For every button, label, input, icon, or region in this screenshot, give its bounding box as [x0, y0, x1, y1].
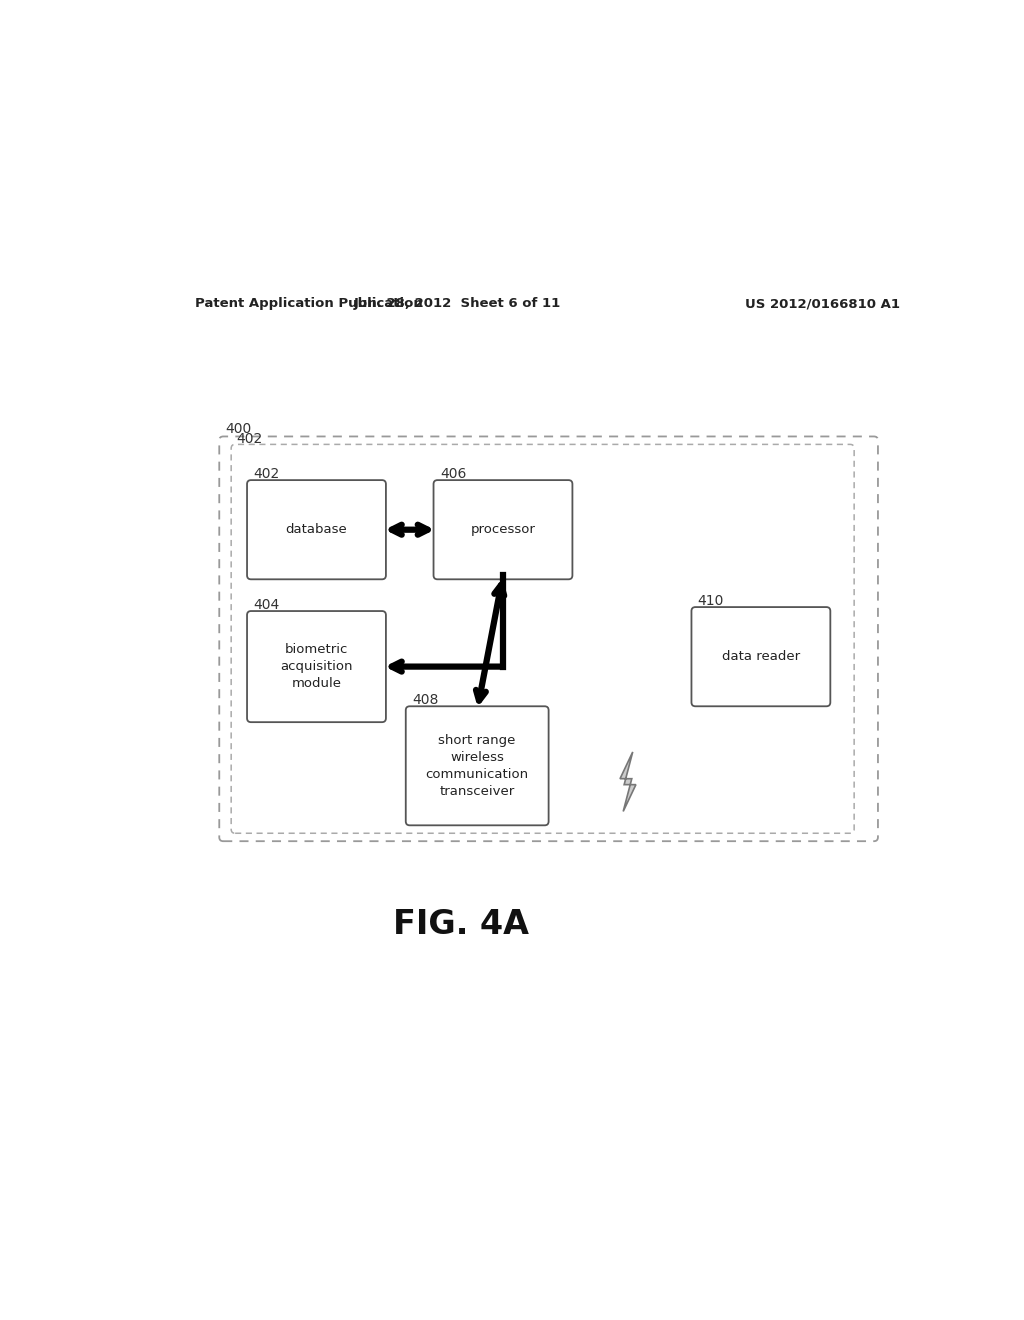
Text: data reader: data reader — [722, 651, 800, 663]
Text: Patent Application Publication: Patent Application Publication — [196, 297, 423, 310]
Text: 402: 402 — [237, 432, 263, 446]
Text: Jun. 28, 2012  Sheet 6 of 11: Jun. 28, 2012 Sheet 6 of 11 — [353, 297, 561, 310]
Polygon shape — [620, 752, 636, 812]
Text: short range
wireless
communication
transceiver: short range wireless communication trans… — [426, 734, 528, 797]
Text: 402: 402 — [253, 467, 280, 480]
Text: US 2012/0166810 A1: US 2012/0166810 A1 — [744, 297, 900, 310]
Text: database: database — [286, 523, 347, 536]
Text: 410: 410 — [697, 594, 724, 609]
FancyBboxPatch shape — [247, 480, 386, 579]
FancyBboxPatch shape — [247, 611, 386, 722]
Text: FIG. 4A: FIG. 4A — [393, 908, 529, 941]
FancyBboxPatch shape — [406, 706, 549, 825]
Text: 408: 408 — [412, 693, 438, 708]
FancyBboxPatch shape — [433, 480, 572, 579]
FancyBboxPatch shape — [691, 607, 830, 706]
Text: 406: 406 — [440, 467, 466, 480]
Text: 404: 404 — [253, 598, 280, 612]
Text: biometric
acquisition
module: biometric acquisition module — [281, 643, 352, 690]
Text: processor: processor — [471, 523, 536, 536]
Text: 400: 400 — [225, 421, 251, 436]
